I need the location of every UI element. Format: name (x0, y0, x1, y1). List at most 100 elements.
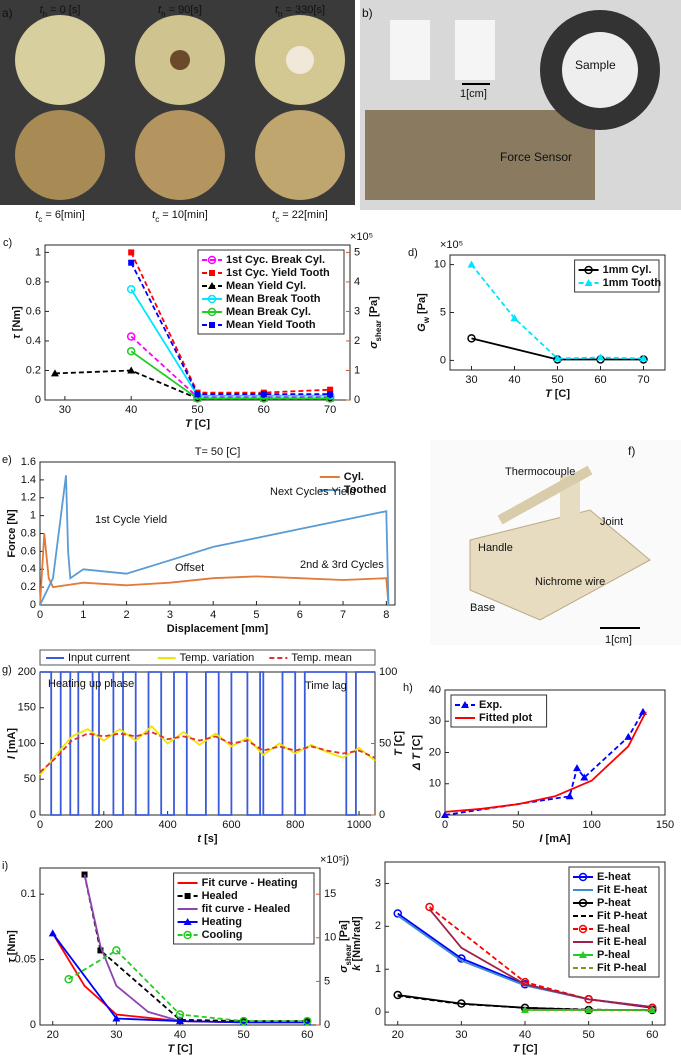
label-part: [C] (519, 1043, 538, 1055)
marker (207, 294, 217, 304)
label-part: [Nm] (6, 930, 18, 958)
sample-label: Sample (575, 58, 616, 72)
y-tick-label: 0.8 (26, 276, 41, 288)
marker (112, 946, 121, 955)
series-line (39, 475, 390, 606)
marker (97, 947, 104, 954)
sensor-body (365, 110, 595, 200)
marker (48, 929, 57, 937)
y-tick-label: 0.05 (15, 953, 36, 965)
marker (624, 732, 633, 740)
marker (207, 307, 217, 317)
x-tick-label: 2 (124, 609, 130, 621)
panel-label: f) (628, 444, 635, 458)
x-tick-label: 30 (465, 374, 477, 386)
legend-box (574, 259, 660, 293)
label-part: τ (6, 958, 18, 963)
label-part: Displacement [mm] (167, 623, 269, 635)
legend-label: Cooling (202, 929, 243, 941)
y-tick-label: 1 (35, 246, 41, 258)
y-tick-label: 2 (375, 920, 381, 932)
legend-label: Healed (202, 890, 238, 902)
y2-tick-label: 1 (354, 364, 360, 376)
series-line (130, 252, 331, 394)
label-part: Force [N] (6, 509, 18, 558)
x-tick-label: 100 (582, 819, 600, 831)
x-tick-label: 0 (442, 819, 448, 831)
x-tick-label: 60 (258, 404, 270, 416)
x-tick-label: 8 (383, 609, 389, 621)
label-part: [s] (201, 833, 218, 845)
legend-label: Mean Yield Tooth (226, 319, 316, 331)
legend-label: Fitted plot (479, 712, 532, 724)
legend-label: E-heat (597, 871, 631, 883)
x-tick-label: 60 (594, 374, 606, 386)
label-part: t (35, 209, 39, 221)
legend-label: Temp. mean (291, 652, 352, 664)
y-tick-label: 0 (30, 1019, 36, 1031)
label-part: shear (344, 944, 353, 965)
panel-label: d) (408, 247, 418, 259)
dishes (15, 15, 345, 200)
y-tick-label: 10 (429, 778, 441, 790)
marker (183, 930, 192, 940)
marker (128, 249, 135, 256)
marker (553, 354, 562, 362)
series-line (470, 264, 644, 360)
legend-label: P-heat (597, 897, 631, 909)
label-part: [C] (174, 1043, 193, 1055)
label-part: T (545, 388, 553, 400)
x-tick-label: 70 (324, 404, 336, 416)
x-tick-label: 150 (656, 819, 674, 831)
y2-tick-label: 100 (379, 666, 397, 678)
y2-tick-label: 0 (379, 809, 385, 821)
x-axis-label: T [C] (185, 418, 210, 430)
y-axis-label: τ [Nm] (6, 930, 18, 963)
x-tick-label: 60 (301, 1029, 313, 1041)
y-axis-label: Δ T [C] (411, 735, 423, 771)
label-part: σ (368, 341, 380, 349)
legend-label: 1mm Tooth (603, 277, 662, 289)
x-tick-label: 20 (47, 1029, 59, 1041)
time-label: tc = 6[min] (35, 209, 85, 224)
label-part: [mA] (542, 833, 570, 845)
marker (584, 1005, 593, 1013)
time-label: th = 90[s] (158, 4, 202, 19)
label-part: c (275, 215, 279, 224)
y-tick-label: 0.2 (21, 581, 36, 593)
x-tick-label: 50 (191, 404, 203, 416)
x-tick-label: 6 (297, 609, 303, 621)
marker (184, 893, 191, 899)
marker (393, 990, 402, 1000)
label-part: [C] (552, 388, 571, 400)
marker (393, 909, 402, 918)
x-tick-label: 60 (646, 1029, 658, 1041)
marker (126, 332, 136, 341)
series-line (130, 262, 331, 395)
y-tick-label: 1 (375, 963, 381, 975)
label-part: [Nm/rad] (351, 916, 363, 965)
panel-label: c) (3, 237, 12, 249)
y-tick-label: 40 (429, 684, 441, 696)
time-label: tc = 10[min] (152, 209, 208, 224)
y-tick-label: 0.8 (21, 527, 36, 539)
series-line (428, 908, 653, 1008)
chart-title: T= 50 [C] (195, 446, 241, 458)
label-part: h (278, 10, 282, 19)
y-axis-label: I [mA] (6, 728, 18, 760)
x-tick-label: 800 (286, 819, 304, 831)
y-tick-label: 100 (18, 737, 36, 749)
label-part: = 90[s] (166, 4, 202, 16)
legend-label: Temp. variation (180, 652, 255, 664)
x-tick-label: 50 (551, 374, 563, 386)
marker (596, 353, 605, 361)
x-tick-label: 7 (340, 609, 346, 621)
label-part: [Pa] (368, 296, 380, 320)
marker (461, 701, 469, 708)
marker (127, 366, 136, 374)
label-part: τ (11, 334, 23, 339)
annotation: Heating up phase (48, 678, 134, 690)
label-part: c (38, 215, 42, 224)
marker (580, 773, 589, 781)
